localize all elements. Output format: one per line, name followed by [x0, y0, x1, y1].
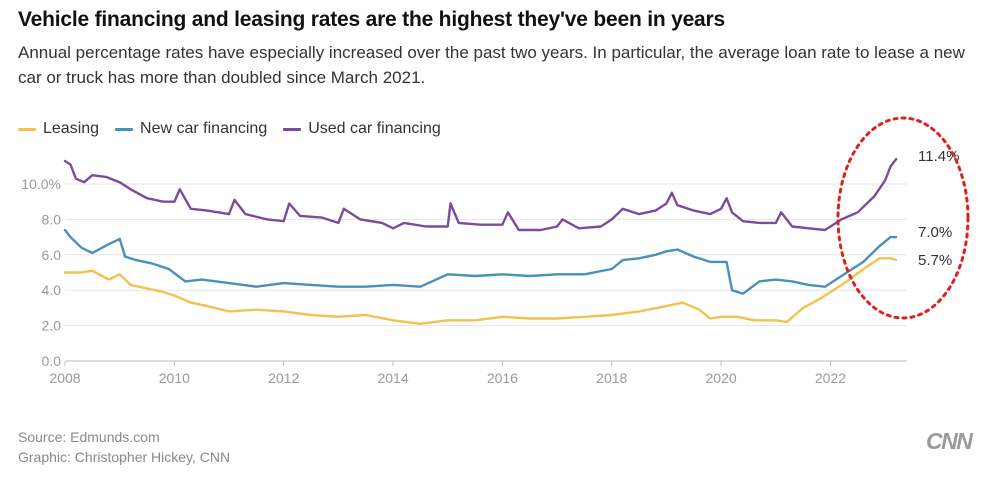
series-line-used-car-financing — [63, 158, 898, 232]
x-tick-label: 2014 — [377, 370, 408, 386]
x-tick-label: 2022 — [815, 370, 846, 386]
end-label-new-car-financing: 7.0% — [918, 224, 952, 241]
y-tick-label: 4.0 — [42, 282, 62, 298]
series-lines — [63, 158, 898, 325]
gridlines — [65, 183, 907, 362]
legend-swatch-used-car — [283, 127, 302, 131]
y-tick-label: 6.0 — [42, 247, 62, 263]
x-tick-label: 2012 — [268, 370, 299, 386]
x-tick-label: 2016 — [487, 370, 518, 386]
end-label-used-car-financing: 11.4% — [918, 148, 959, 165]
end-label-leasing: 5.7% — [918, 252, 952, 269]
x-tick-label: 2010 — [159, 370, 190, 386]
series-line-leasing — [63, 257, 898, 325]
legend-label-new-car: New car financing — [140, 120, 268, 137]
legend-item-new-car: New car financing — [115, 120, 267, 138]
source-note: Source: Edmunds.com — [18, 429, 160, 445]
highlight-ellipse — [836, 116, 970, 320]
end-labels: 5.7% 7.0% 11.4% — [918, 148, 959, 269]
chart-title: Vehicle financing and leasing rates are … — [18, 8, 725, 31]
legend-item-used-car: Used car financing — [283, 120, 441, 138]
chart-subtitle: Annual percentage rates have especially … — [18, 43, 965, 87]
y-tick-label: 10.0% — [21, 176, 61, 192]
credit-note: Graphic: Christopher Hickey, CNN — [18, 449, 231, 465]
legend-item-leasing: Leasing — [18, 120, 99, 138]
y-tick-label: 8.0 — [42, 211, 62, 227]
y-tick-label: 2.0 — [42, 318, 62, 334]
y-tick-label: 0.0 — [42, 353, 62, 369]
series-line-new-car-financing — [63, 228, 898, 295]
legend-swatch-leasing — [18, 127, 36, 131]
legend-label-used-car: Used car financing — [308, 120, 441, 137]
y-axis-ticks: 0.0 2.0 4.0 6.0 8.0 10.0% — [21, 176, 61, 369]
legend-label-leasing: Leasing — [43, 120, 100, 137]
x-tick-label: 2020 — [706, 370, 737, 386]
x-tick-label: 2008 — [49, 370, 80, 386]
x-tick-label: 2018 — [596, 370, 627, 386]
legend-swatch-new-car — [115, 127, 134, 131]
cnn-logo: CNN — [926, 428, 973, 454]
legend: Leasing New car financing Used car finan… — [18, 120, 457, 138]
x-axis-ticks: 2008 2010 2012 2014 2016 2018 2020 2022 — [49, 361, 846, 386]
